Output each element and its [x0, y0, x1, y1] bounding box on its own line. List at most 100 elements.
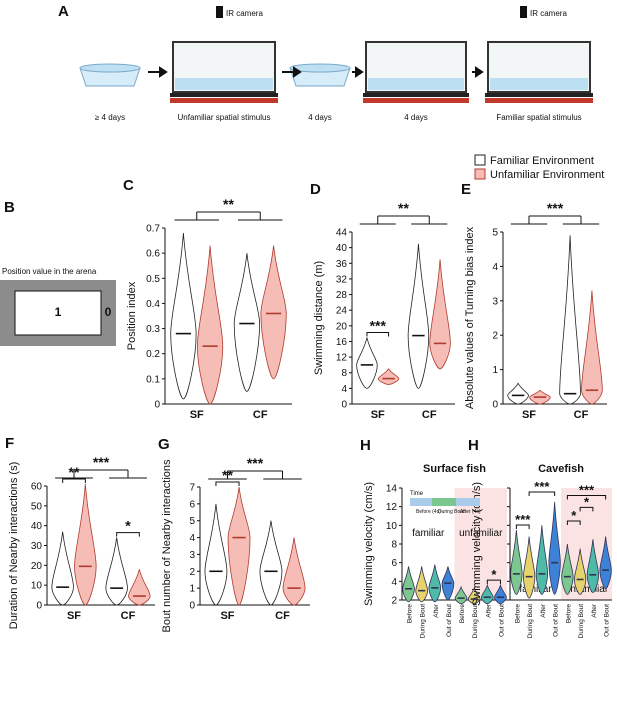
x-tick-label: CF	[574, 409, 589, 421]
x-tick-label: Out of Bout	[498, 604, 505, 637]
violin	[510, 529, 523, 595]
group-title: Cavefish	[538, 463, 584, 475]
y-tick-label: 0	[341, 400, 347, 411]
violin	[51, 531, 74, 606]
x-tick-label: Out of Bout	[604, 604, 611, 637]
violin	[561, 543, 574, 595]
y-tick-label: 5	[189, 516, 195, 527]
y-axis-label: Swimming distance (m)	[313, 261, 325, 375]
violin	[233, 253, 261, 392]
violin	[128, 569, 151, 606]
arrows	[148, 66, 484, 78]
condition-label: unfamiliar	[565, 584, 609, 595]
bracket	[62, 478, 86, 484]
panel-label: H	[468, 437, 479, 454]
y-tick-label: 60	[31, 482, 43, 493]
bracket	[366, 332, 390, 337]
y-axis-label: Position index	[126, 281, 138, 350]
significance: *	[491, 567, 497, 582]
y-tick-label: 8	[391, 540, 397, 551]
x-tick-label: During Bout	[420, 604, 427, 639]
violin	[428, 564, 442, 603]
violin	[454, 585, 468, 605]
unfamiliar-shade	[454, 488, 507, 600]
y-tick-label: 44	[336, 228, 348, 239]
step-label: 4 days	[404, 113, 428, 122]
y-tick-label: 8	[341, 368, 347, 379]
step-label: 4 days	[308, 113, 332, 122]
y-tick-label: 2	[492, 331, 498, 342]
y-tick-label: 40	[31, 521, 43, 532]
x-tick-label: SF	[522, 409, 536, 421]
x-tick-label: SF	[190, 409, 204, 421]
violin	[494, 583, 507, 605]
x-tick-label: Before	[459, 604, 466, 624]
camera-icon	[216, 6, 223, 18]
violin	[356, 337, 378, 389]
panel-label: D	[310, 181, 321, 198]
x-tick-label: Before	[407, 604, 414, 624]
significance: **	[223, 196, 234, 212]
y-tick-label: 0.2	[146, 349, 160, 360]
y-tick-label: 1	[189, 584, 195, 595]
bracket	[566, 520, 581, 525]
bowl	[289, 63, 351, 87]
x-tick-label: Before	[514, 604, 521, 624]
x-tick-label: CF	[121, 610, 136, 622]
x-tick-label: Out of Bout	[446, 604, 453, 637]
outer-value: 0	[105, 305, 112, 319]
y-tick-label: 24	[336, 306, 348, 317]
y-tick-label: 6	[189, 499, 195, 510]
panel-label: C	[123, 177, 134, 194]
y-tick-label: 32	[336, 274, 348, 285]
y-tick-label: 36	[336, 259, 348, 270]
y-tick-label: 2	[189, 567, 195, 578]
violin	[548, 501, 561, 595]
legend-label: Unfamiliar Environment	[490, 169, 604, 181]
violin	[74, 483, 97, 606]
y-tick-label: 4	[492, 262, 498, 273]
panel-label: E	[461, 181, 471, 198]
violin	[535, 525, 549, 595]
x-tick-label: SF	[67, 610, 81, 622]
caption: Position value in the arena	[2, 267, 97, 276]
significance: *	[584, 494, 590, 509]
y-tick-label: 0.6	[146, 249, 160, 260]
group-title: Surface fish	[423, 463, 486, 475]
arena-center	[14, 290, 102, 336]
violin	[586, 539, 600, 593]
inset-label: Before (4s)	[416, 509, 441, 515]
y-tick-label: 3	[492, 296, 498, 307]
bracket	[215, 481, 240, 486]
condition-label: familiar	[412, 528, 445, 539]
y-tick-label: 6	[391, 558, 397, 569]
y-tick-label: 0.1	[146, 374, 160, 385]
y-tick-label: 0	[492, 400, 498, 411]
tank	[485, 41, 593, 103]
y-tick-label: 0.5	[146, 274, 160, 285]
y-tick-label: 0.4	[146, 299, 160, 310]
violin	[402, 566, 415, 603]
x-tick-label: After	[485, 603, 492, 618]
bracket	[566, 495, 607, 500]
violin	[522, 536, 536, 599]
violin	[599, 536, 612, 590]
violin	[227, 486, 251, 606]
inset-label: After (4s)	[460, 509, 481, 515]
significance: *	[125, 518, 131, 534]
condition-label: familiar	[519, 584, 552, 595]
violin	[259, 520, 283, 606]
tank	[363, 41, 469, 103]
significance: **	[69, 464, 80, 480]
violin	[507, 382, 529, 405]
y-tick-label: 28	[336, 290, 348, 301]
significance: ***	[579, 483, 595, 498]
y-tick-label: 0	[36, 601, 42, 612]
significance: ***	[247, 455, 264, 471]
x-tick-label: During Bout	[578, 604, 585, 639]
tank	[170, 41, 278, 103]
panel-label: B	[4, 199, 15, 216]
x-tick-label: Out of Bout	[553, 604, 560, 637]
bracket	[116, 532, 140, 537]
y-tick-label: 16	[336, 337, 348, 348]
